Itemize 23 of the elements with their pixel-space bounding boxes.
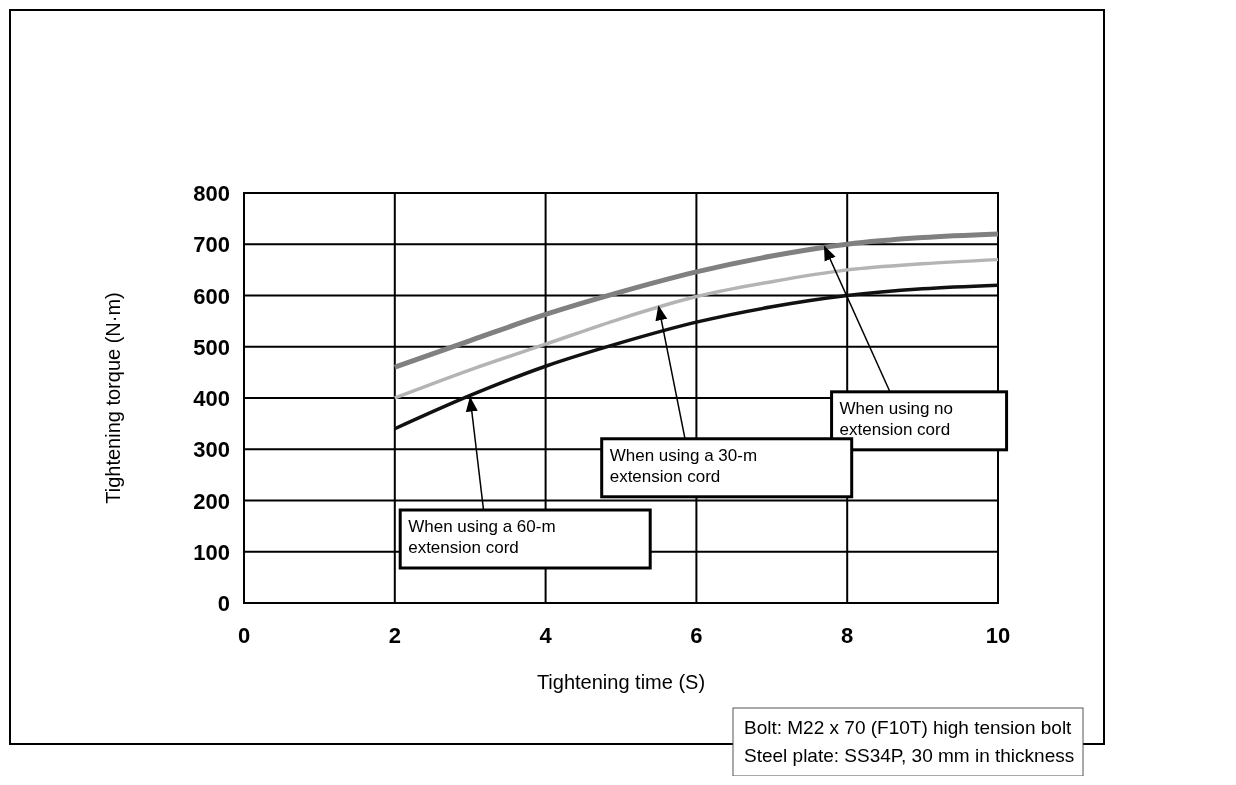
x-tick-label: 0: [237, 623, 251, 648]
y-tick-label: 800: [193, 181, 230, 206]
x-axis-title: Tightening time (S): [536, 671, 706, 693]
y-tick-label: 300: [193, 437, 230, 463]
x-tick-label: 4: [539, 623, 553, 648]
text: Steel plate: SS34P, 30 mm in thickness: [744, 745, 1075, 766]
y-axis-title: Tightening torque (N·m): [102, 292, 124, 504]
y-tick-label: 0: [217, 591, 230, 616]
x-tick-label: 2: [388, 623, 401, 648]
x-tick-label: 6: [690, 623, 703, 648]
y-tick-label: 200: [193, 488, 230, 514]
y-tick-label: 400: [193, 386, 230, 411]
text: Bolt: M22 x 70 (F10T) high tension bolt: [744, 717, 1073, 738]
annotation: When using a 60-m extension cord: [408, 517, 556, 557]
x-tick-label: 10: [985, 623, 1011, 648]
line-series: [393, 257, 1000, 400]
x-tick-label: 8: [841, 623, 854, 648]
y-tick-label: 100: [193, 539, 230, 565]
y-tick-label: 600: [193, 283, 230, 309]
annotation: When using no extension cord: [839, 398, 953, 439]
y-tick-label: 700: [193, 232, 230, 258]
y-tick-label: 500: [193, 334, 230, 360]
annotation: When using a 30-m extension cord: [609, 445, 758, 486]
